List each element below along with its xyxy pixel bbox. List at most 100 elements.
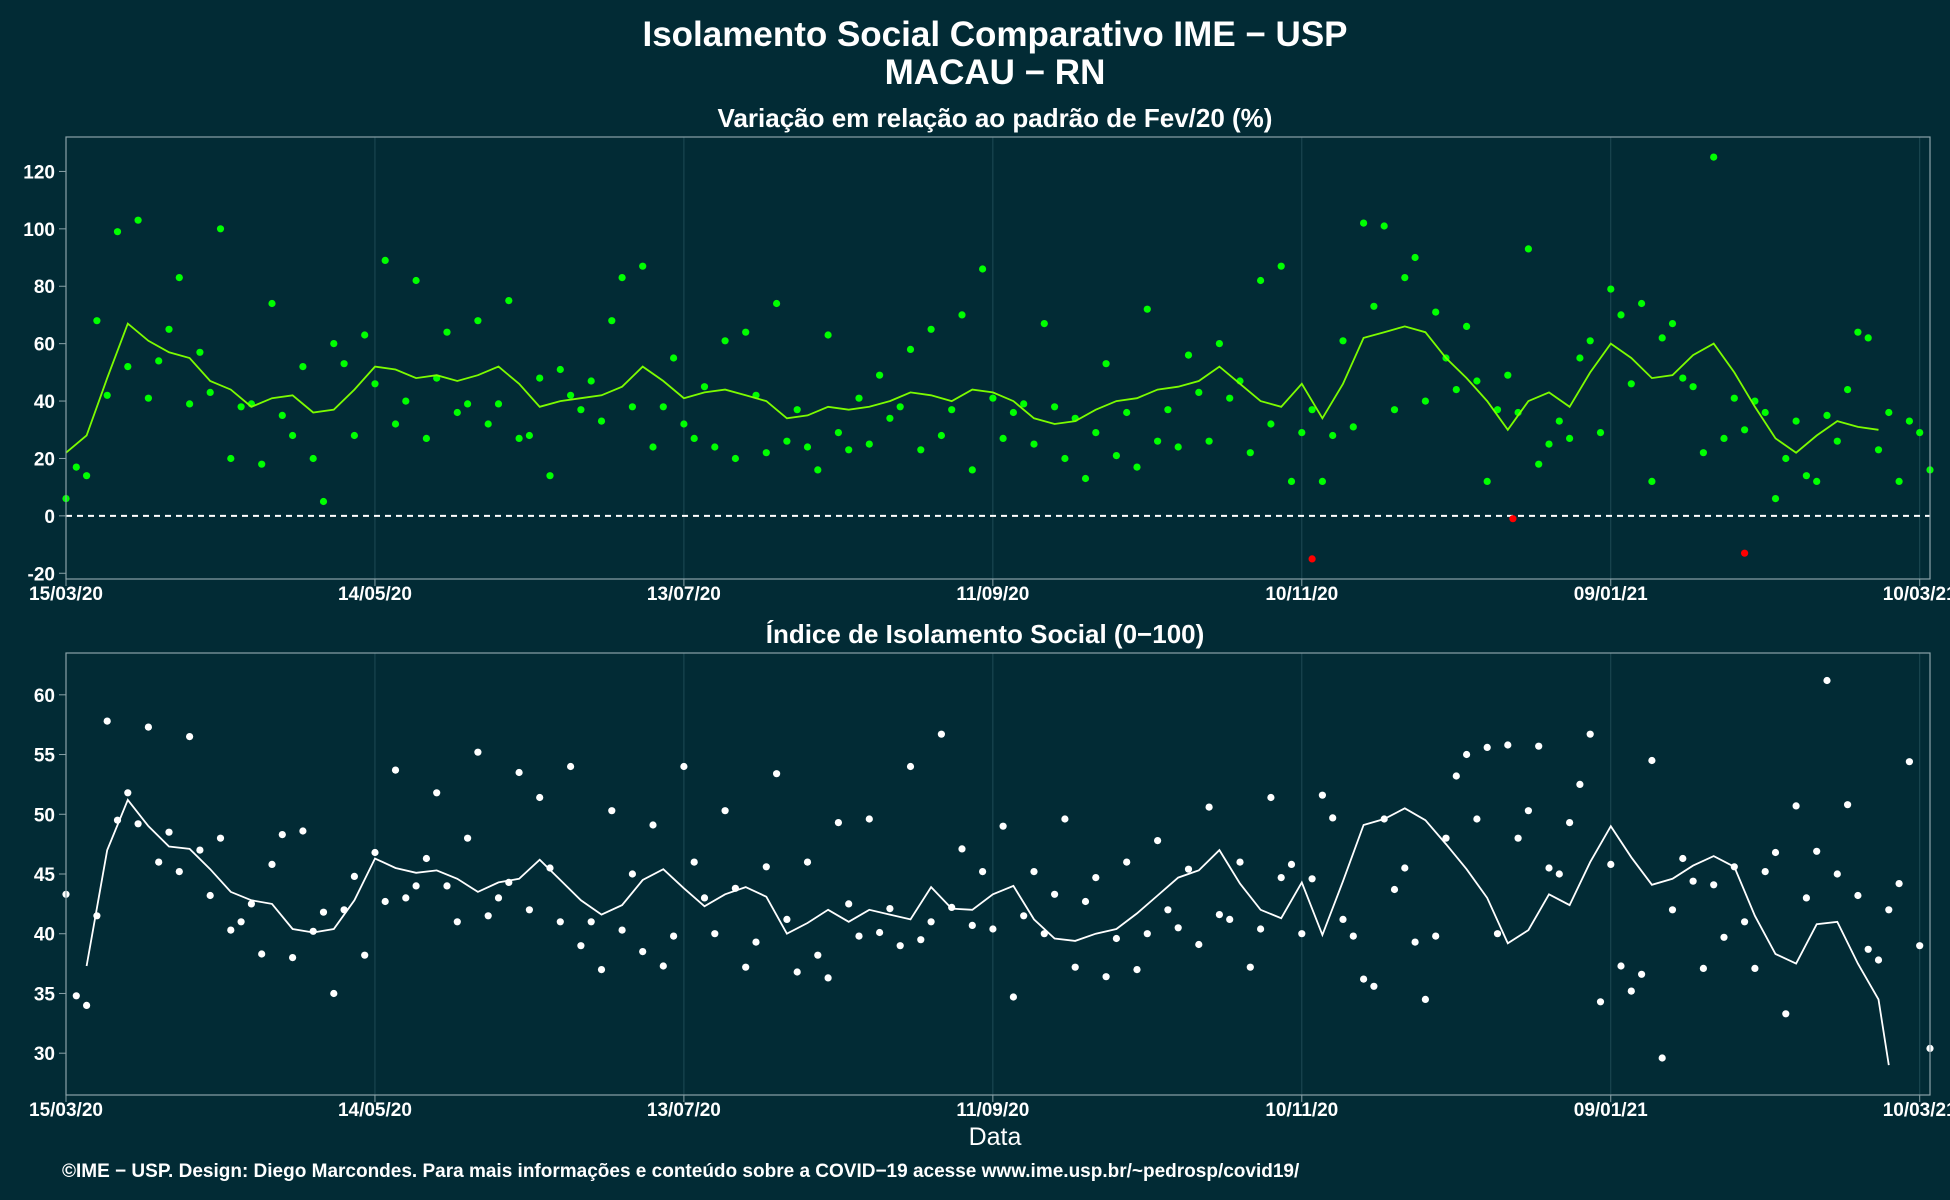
y-tick-label: 30 — [34, 1044, 55, 1065]
data-point — [1205, 437, 1213, 445]
data-point — [906, 345, 915, 353]
data-point — [1092, 429, 1100, 437]
data-point — [1390, 885, 1399, 894]
data-point — [1782, 1010, 1790, 1018]
data-point — [783, 915, 791, 924]
data-point — [1607, 285, 1615, 293]
data-point — [422, 854, 430, 863]
data-point — [556, 365, 564, 374]
data-point — [1061, 815, 1069, 823]
data-point — [803, 443, 812, 451]
data-point — [834, 429, 843, 437]
data-point — [1329, 814, 1337, 822]
data-point — [1452, 386, 1460, 394]
data-point — [402, 397, 410, 405]
data-point — [855, 394, 863, 402]
data-point — [1710, 881, 1718, 889]
data-point — [1133, 463, 1141, 471]
data-point — [1802, 894, 1810, 902]
data-point — [690, 434, 698, 442]
data-point — [1051, 890, 1059, 898]
data-point — [340, 360, 348, 368]
data-point — [1617, 962, 1625, 970]
data-point — [1771, 495, 1780, 503]
data-point — [999, 434, 1007, 442]
data-point — [381, 897, 389, 906]
data-point — [1020, 912, 1028, 920]
data-point — [1854, 328, 1862, 336]
data-point — [1648, 756, 1656, 765]
data-point — [464, 834, 472, 842]
data-point — [1741, 549, 1749, 557]
data-point — [773, 299, 781, 308]
data-point — [597, 417, 606, 425]
data-point — [1679, 854, 1687, 863]
y-tick-label: 50 — [34, 805, 55, 826]
data-point — [402, 894, 410, 902]
x-tick-label: 10/11/20 — [1265, 1100, 1338, 1121]
data-point — [1854, 891, 1862, 900]
data-point — [618, 274, 626, 282]
data-point — [165, 325, 173, 333]
data-point — [83, 472, 91, 480]
data-point — [237, 403, 245, 411]
data-point — [186, 400, 194, 408]
data-point — [876, 371, 884, 379]
data-point — [721, 807, 729, 815]
plot-frame — [65, 136, 1931, 580]
data-point — [1040, 930, 1048, 938]
chart-title: Isolamento Social Comparativo IME − USP — [642, 15, 1347, 54]
x-tick-label: 10/03/21 — [1883, 584, 1950, 605]
data-point — [1081, 897, 1090, 906]
data-point — [1360, 219, 1368, 227]
data-point — [1123, 858, 1131, 866]
data-point — [670, 932, 678, 940]
y-tick-label: 100 — [23, 220, 55, 241]
data-point — [1257, 925, 1265, 933]
data-point — [1710, 153, 1718, 161]
data-point — [597, 966, 606, 974]
data-point — [1535, 460, 1543, 468]
data-point — [659, 962, 667, 970]
data-point — [1658, 334, 1666, 342]
data-point — [639, 948, 647, 956]
data-point — [1833, 870, 1841, 878]
x-tick-label: 11/09/20 — [956, 1100, 1029, 1121]
data-point — [1627, 987, 1635, 995]
data-point — [1844, 386, 1852, 394]
data-point — [1339, 915, 1347, 924]
data-point — [186, 733, 194, 741]
data-point — [258, 460, 266, 468]
data-point — [1833, 437, 1841, 445]
data-point — [350, 431, 358, 440]
data-point — [278, 831, 286, 839]
data-point — [1123, 408, 1131, 417]
data-point — [330, 340, 338, 348]
data-point — [1751, 964, 1759, 973]
data-point — [268, 860, 276, 869]
data-point — [433, 789, 441, 797]
data-point — [814, 466, 822, 474]
data-point — [628, 870, 637, 878]
x-tick-label: 13/07/20 — [647, 1100, 721, 1121]
data-point — [1885, 408, 1893, 417]
data-point — [1586, 730, 1594, 738]
data-point — [1668, 320, 1677, 328]
data-point — [1030, 440, 1038, 448]
data-point — [1782, 454, 1790, 463]
data-point — [93, 317, 101, 325]
data-point — [1154, 837, 1162, 845]
data-point — [1483, 743, 1491, 752]
data-point — [752, 938, 760, 946]
data-point — [1566, 819, 1574, 827]
data-point — [649, 443, 657, 451]
data-point — [1174, 443, 1182, 451]
data-point — [1051, 403, 1059, 411]
x-tick-label: 11/09/20 — [956, 584, 1029, 605]
data-point — [711, 930, 719, 938]
data-point — [1421, 995, 1429, 1004]
data-point — [1009, 408, 1018, 417]
plot-area — [66, 653, 1930, 1095]
data-point — [1668, 906, 1677, 914]
data-point — [803, 858, 812, 866]
